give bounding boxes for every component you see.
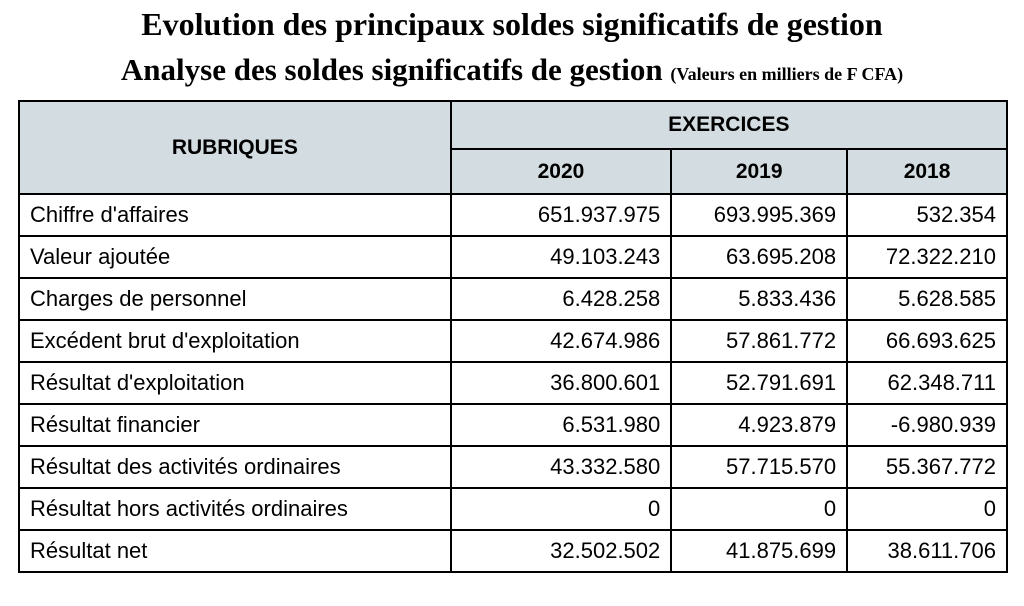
cell-value: 0 bbox=[846, 487, 1008, 531]
cell-value: 532.354 bbox=[846, 193, 1008, 237]
years-row: 2020 2019 2018 bbox=[19, 148, 1008, 195]
title: Evolution des principaux soldes signific… bbox=[141, 6, 883, 42]
unit-note: (Valeurs en milliers de F CFA) bbox=[670, 64, 904, 84]
group-header: EXERCICES bbox=[449, 100, 1009, 150]
subtitle-line: Analyse des soldes significatifs de gest… bbox=[0, 52, 1024, 88]
row-label: Valeur ajoutée bbox=[18, 235, 452, 279]
cell-value: 52.791.691 bbox=[670, 361, 849, 405]
subtitle: Analyse des soldes significatifs de gest… bbox=[120, 52, 663, 87]
row-label: Résultat des activités ordinaires bbox=[18, 445, 452, 489]
cell-value: 6.428.258 bbox=[449, 277, 673, 321]
row-label: Chiffre d'affaires bbox=[18, 193, 452, 237]
table-row: Résultat financier 6.531.980 4.923.879 -6.9… bbox=[18, 403, 1008, 447]
table-row: Résultat net 32.502.502 41.875.699 38.611.7… bbox=[18, 529, 1008, 573]
table-row: Résultat des activités ordinaires 43.332.… bbox=[18, 445, 1008, 489]
cell-value: 66.693.625 bbox=[846, 319, 1008, 363]
cell-value: 651.937.975 bbox=[449, 193, 673, 237]
cell-value: 4.923.879 bbox=[670, 403, 849, 447]
row-label: Résultat d'exploitation bbox=[18, 361, 452, 405]
row-label: Résultat financier bbox=[18, 403, 452, 447]
cell-value: 43.332.580 bbox=[449, 445, 673, 489]
row-label: Résultat net bbox=[18, 529, 452, 573]
cell-value: 0 bbox=[670, 487, 849, 531]
cell-value: 57.715.570 bbox=[670, 445, 849, 489]
cell-value: 5.833.436 bbox=[670, 277, 849, 321]
table-row: Charges de personnel 6.428.258 5.833.436 5.… bbox=[18, 277, 1008, 321]
cell-value: 49.103.243 bbox=[449, 235, 673, 279]
cell-value: 42.674.986 bbox=[449, 319, 673, 363]
cell-value: 36.800.601 bbox=[449, 361, 673, 405]
year-header: 2018 bbox=[846, 148, 1008, 195]
cell-value: 0 bbox=[449, 487, 673, 531]
cell-value: 62.348.711 bbox=[846, 361, 1008, 405]
year-header: 2020 bbox=[449, 148, 673, 195]
year-header: 2019 bbox=[670, 148, 849, 195]
table-row: Valeur ajoutée 49.103.243 63.695.208 72.322… bbox=[18, 235, 1008, 279]
row-header: RUBRIQUES bbox=[18, 100, 452, 195]
cell-value: 72.322.210 bbox=[846, 235, 1008, 279]
cell-value: 5.628.585 bbox=[846, 277, 1008, 321]
header-row: RUBRIQUES EXERCICES bbox=[18, 100, 1009, 195]
cell-value: 38.611.706 bbox=[846, 529, 1008, 573]
table-body: Chiffre d'affaires 651.937.975 693.995.369… bbox=[18, 193, 1008, 573]
cell-value: 41.875.699 bbox=[670, 529, 849, 573]
cell-value: 57.861.772 bbox=[670, 319, 849, 363]
cell-value: 693.995.369 bbox=[670, 193, 849, 237]
table-row: Résultat d'exploitation 36.800.601 52.791.… bbox=[18, 361, 1008, 405]
table: RUBRIQUES EXERCICES 2020 2019 2018 Chiffre… bbox=[18, 100, 1009, 573]
row-label: Charges de personnel bbox=[18, 277, 452, 321]
cell-value: 63.695.208 bbox=[670, 235, 849, 279]
cell-value: 32.502.502 bbox=[449, 529, 673, 573]
row-label: Excédent brut d'exploitation bbox=[18, 319, 452, 363]
row-label: Résultat hors activités ordinaires bbox=[18, 487, 452, 531]
table-row: Excédent brut d'exploitation 42.674.986 57… bbox=[18, 319, 1008, 363]
cell-value: 6.531.980 bbox=[449, 403, 673, 447]
cell-value: -6.980.939 bbox=[846, 403, 1008, 447]
table-row: Résultat hors activités ordinaires 0 0 0 bbox=[18, 487, 1008, 531]
cell-value: 55.367.772 bbox=[846, 445, 1008, 489]
table-row: Chiffre d'affaires 651.937.975 693.995.369… bbox=[18, 193, 1008, 237]
